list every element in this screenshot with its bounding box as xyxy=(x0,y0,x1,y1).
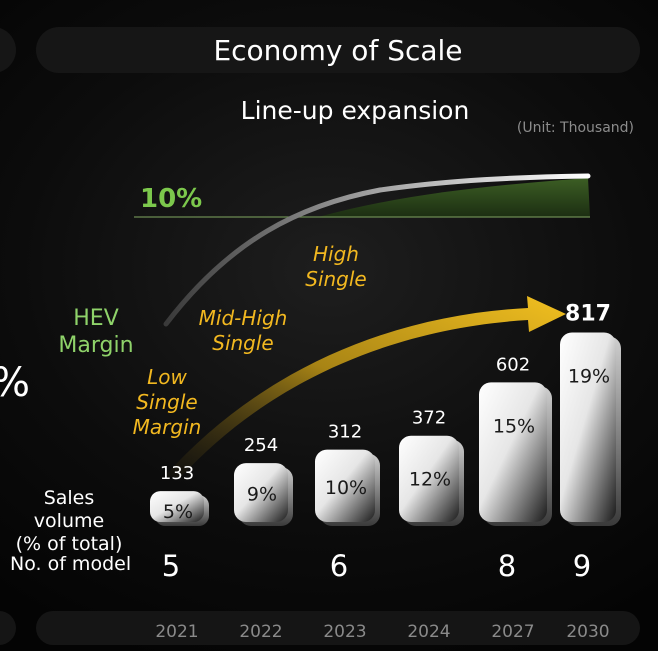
stage-line: Low xyxy=(147,365,187,389)
bar xyxy=(315,449,375,522)
bar-value-label: 133 xyxy=(160,463,194,484)
year-tick-label: 2022 xyxy=(239,622,282,642)
model-counts-group: 5 6 8 9 xyxy=(162,549,591,583)
stage-line: Margin xyxy=(132,415,202,439)
hev-margin-label: HEV Margin xyxy=(56,305,136,359)
year-tick-label: 2030 xyxy=(566,622,609,642)
title-pill xyxy=(36,27,640,73)
model-count-value: 5 xyxy=(162,549,180,583)
unit-note: (Unit: Thousand) xyxy=(516,120,634,136)
year-tick-label: 2021 xyxy=(155,622,198,642)
bar-value-label: 254 xyxy=(244,435,278,456)
year-tick-label: 2024 xyxy=(407,622,450,642)
stage-line: Single xyxy=(305,267,367,291)
row-label-line: (% of total) xyxy=(15,533,123,555)
bar xyxy=(150,491,204,522)
bar-share-label: 5% xyxy=(163,501,193,523)
left-edge-glyph: % xyxy=(0,360,30,406)
bar-share-label: 10% xyxy=(325,477,367,499)
margin-curve xyxy=(163,173,591,327)
row-label-line: Sales volume xyxy=(33,487,105,532)
model-count-row-label: No. of model xyxy=(10,553,132,575)
chart-subtitle: Line-up expansion xyxy=(240,96,470,125)
year-axis-pill xyxy=(36,611,640,645)
bottom-left-pill xyxy=(0,611,16,645)
left-header-pill xyxy=(0,27,16,73)
bar xyxy=(234,463,288,522)
bar-share-label: 12% xyxy=(409,469,451,491)
stage-mid-high-single: Mid-High Single xyxy=(190,306,296,356)
year-tick-label: 2023 xyxy=(323,622,366,642)
target-margin-label: 10% xyxy=(140,184,203,214)
bar-values-group: 133 254 312 372 602 817 xyxy=(160,301,611,484)
bar xyxy=(479,382,547,522)
hev-margin-line: HEV xyxy=(73,306,119,331)
growth-arrow xyxy=(165,296,566,478)
stage-high-single: High Single xyxy=(296,242,376,292)
bar xyxy=(399,435,459,522)
bar-share-label: 19% xyxy=(568,365,610,387)
bar-share-label: 15% xyxy=(493,415,535,437)
bar xyxy=(560,332,616,522)
year-labels-group: 2021 2022 2023 2024 2027 2030 xyxy=(155,622,609,642)
bar-share-label: 9% xyxy=(247,484,277,506)
margin-fill-area xyxy=(318,178,590,217)
model-count-value: 8 xyxy=(498,549,516,583)
bar-shares-group: 5% 9% 10% 12% 15% 19% xyxy=(163,365,610,523)
sales-volume-row-label: Sales volume (% of total) xyxy=(6,487,132,556)
stage-line: Mid-High xyxy=(198,306,288,330)
bar-value-label: 312 xyxy=(328,422,362,443)
bar-value-label: 602 xyxy=(496,354,530,375)
stage-low-single-margin: Low Single Margin xyxy=(122,365,212,440)
stage-line: Single xyxy=(212,331,274,355)
model-count-value: 6 xyxy=(330,549,348,583)
page-title: Economy of Scale xyxy=(213,33,463,67)
bars-group xyxy=(150,332,621,526)
bar-value-label: 372 xyxy=(412,408,446,429)
bar-value-label: 817 xyxy=(565,301,611,326)
model-count-value: 9 xyxy=(573,549,591,583)
year-tick-label: 2027 xyxy=(491,622,534,642)
stage-line: Single xyxy=(136,390,198,414)
stage-line: High xyxy=(313,242,359,266)
hev-margin-line: Margin xyxy=(58,333,134,358)
